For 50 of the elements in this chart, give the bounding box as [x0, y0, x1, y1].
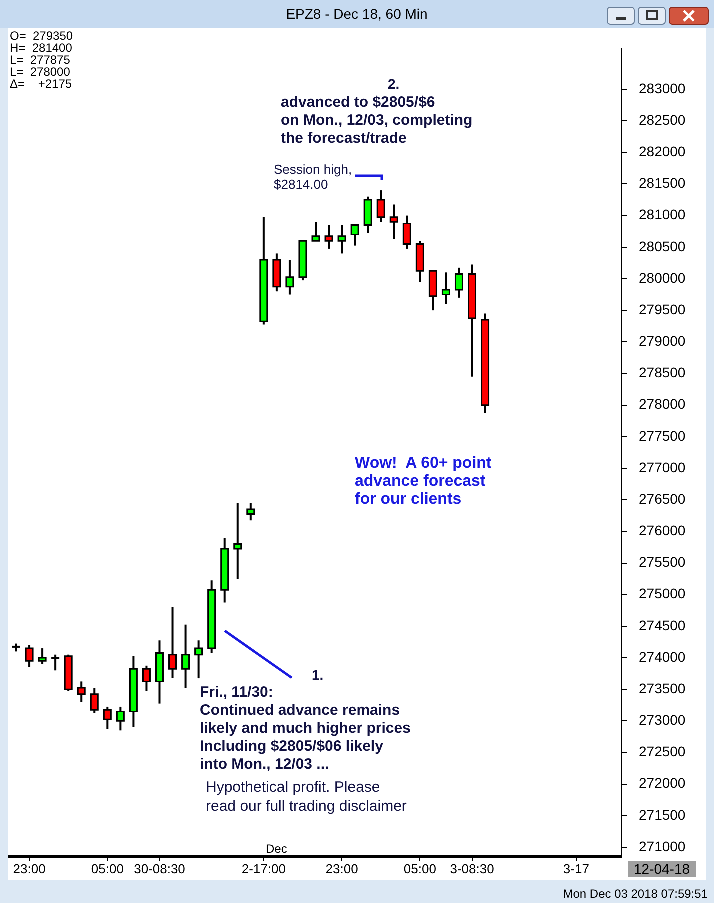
text: 12-04-18 — [628, 861, 696, 877]
annotation: Dec — [266, 842, 288, 856]
y-tick-label: 272500 — [639, 744, 686, 760]
annotation: L= 277875 — [10, 53, 70, 67]
y-tick-label: 274500 — [639, 617, 686, 634]
x-tick-label: 05:00 — [404, 861, 436, 876]
x-tick-label: 3-17 — [563, 861, 590, 876]
y-tick-label: 275000 — [639, 586, 686, 602]
x-tick-label: 2-17:00 — [242, 861, 286, 876]
x-tick-label: 23:00 — [13, 861, 46, 876]
y-tick-label: 276000 — [639, 522, 686, 539]
annotation: Fri., 11/30: Continued advance remains likely and much higher prices Including $2805/$06 likely into Mon., 12/03 ... — [200, 684, 411, 774]
y-tick-label: 271000 — [639, 838, 686, 854]
y-tick-label: 271500 — [639, 806, 686, 823]
annotation: Δ= +2175 — [10, 77, 72, 91]
annotation: H= 281400 — [10, 41, 72, 55]
y-tick-label: 275500 — [639, 554, 686, 570]
y-tick-label: 281000 — [639, 206, 686, 223]
y-tick-label: 273000 — [639, 712, 686, 728]
text: Mon Dec 03 2018 07:59:51 — [563, 887, 708, 901]
x-tick-label: 30-08:30 — [134, 861, 186, 876]
annotation: 1. — [312, 667, 324, 683]
y-tick-label: 278500 — [639, 364, 686, 381]
y-tick-label: 279500 — [639, 301, 686, 318]
annotation: L= 278000 — [10, 65, 70, 79]
text: O= 279350 — [10, 29, 74, 43]
y-tick-label: 279000 — [639, 333, 686, 350]
candlestick — [50, 654, 61, 672]
annotation: 2. — [388, 76, 400, 92]
annotation: Hypothetical profit. Please read our full trading disclaimer — [206, 778, 407, 816]
y-tick-label: 282500 — [639, 112, 686, 128]
y-tick-label: 277000 — [639, 459, 686, 476]
annotation: Session high, $2814.00 — [274, 162, 352, 192]
y-tick-label: 274000 — [639, 648, 686, 665]
annotation: advanced to $2805/$6 on Mon., 12/03, completing the forecast/trade — [281, 94, 473, 148]
y-tick-label: 280500 — [639, 238, 686, 254]
y-tick-label: 280000 — [639, 270, 686, 286]
y-tick-label: 281500 — [639, 175, 686, 192]
x-tick-label: 05:00 — [91, 861, 124, 876]
x-tick-label: 3-08:30 — [450, 861, 494, 876]
y-tick-label: 283000 — [639, 80, 686, 96]
y-tick-label: 276500 — [639, 490, 686, 507]
y-tick-label: 278000 — [639, 396, 686, 412]
y-tick-label: 277500 — [639, 428, 686, 444]
x-tick-label: 23:00 — [326, 861, 358, 876]
y-tick-label: 282000 — [639, 143, 686, 160]
annotation: Wow! A 60+ point advance forecast for our clients — [355, 455, 492, 509]
chart-title: EPZ8 - Dec 18, 60 Min — [285, 6, 429, 22]
y-tick-label: 272000 — [639, 775, 686, 792]
y-tick-label: 273500 — [639, 680, 686, 696]
